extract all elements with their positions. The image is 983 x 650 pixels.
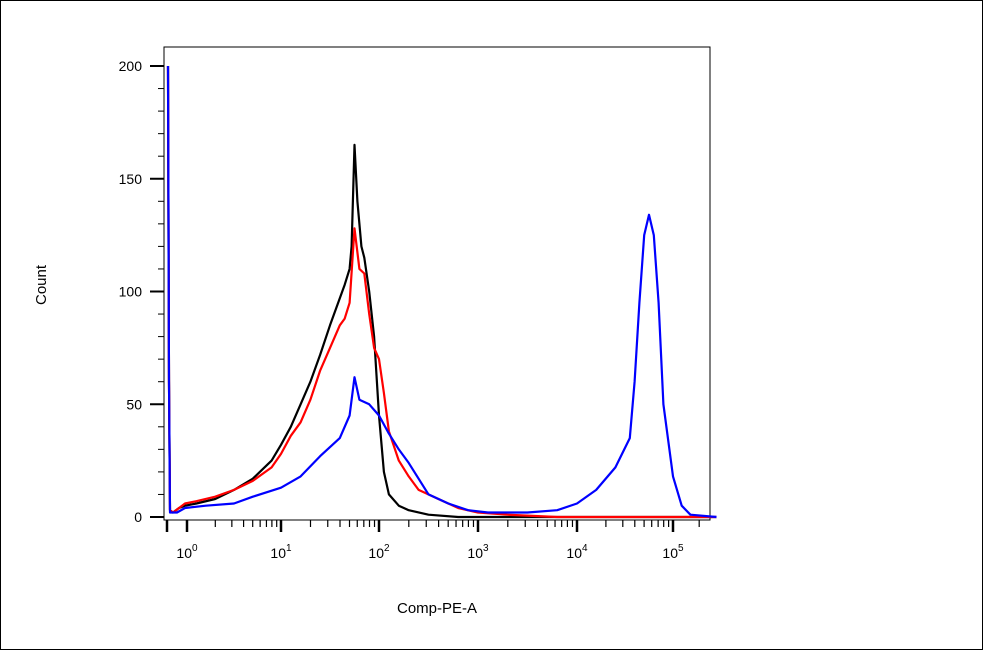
x-tick-base: 10: [368, 545, 384, 561]
series-line-1: [166, 65, 717, 519]
x-tick-base: 10: [566, 545, 582, 561]
series-line-0: [166, 65, 717, 519]
y-tick-label: 0: [134, 509, 142, 525]
x-tick-base: 10: [176, 545, 192, 561]
x-axis: 100 101 102 103 104 105: [165, 520, 700, 561]
x-tick-exponent: 0: [192, 543, 198, 554]
y-tick-label: 200: [119, 58, 143, 74]
x-tick-label: 105: [662, 543, 684, 561]
x-tick-exponent: 1: [286, 543, 292, 554]
y-tick-label: 150: [119, 171, 143, 187]
x-axis-title: Comp-PE-A: [397, 600, 477, 617]
x-tick-exponent: 5: [678, 543, 684, 554]
x-tick-base: 10: [467, 545, 483, 561]
x-tick-exponent: 2: [384, 543, 390, 554]
x-tick-base: 10: [270, 545, 286, 561]
x-tick-label: 102: [368, 543, 390, 561]
y-tick-label: 100: [119, 284, 143, 300]
y-tick-label: 50: [126, 396, 142, 412]
y-axis: 0 50 100 150 200: [119, 58, 164, 525]
y-axis-title: Count: [33, 264, 50, 305]
x-tick-exponent: 3: [483, 543, 489, 554]
plot-area: [163, 46, 711, 521]
x-tick-label: 103: [467, 543, 489, 561]
series-layer: [166, 65, 717, 519]
x-tick-exponent: 4: [582, 543, 588, 554]
x-tick-label: 104: [566, 543, 588, 561]
x-tick-label: 100: [176, 543, 198, 561]
series-line-2: [166, 65, 717, 519]
x-tick-base: 10: [662, 545, 678, 561]
x-tick-label: 101: [270, 543, 292, 561]
